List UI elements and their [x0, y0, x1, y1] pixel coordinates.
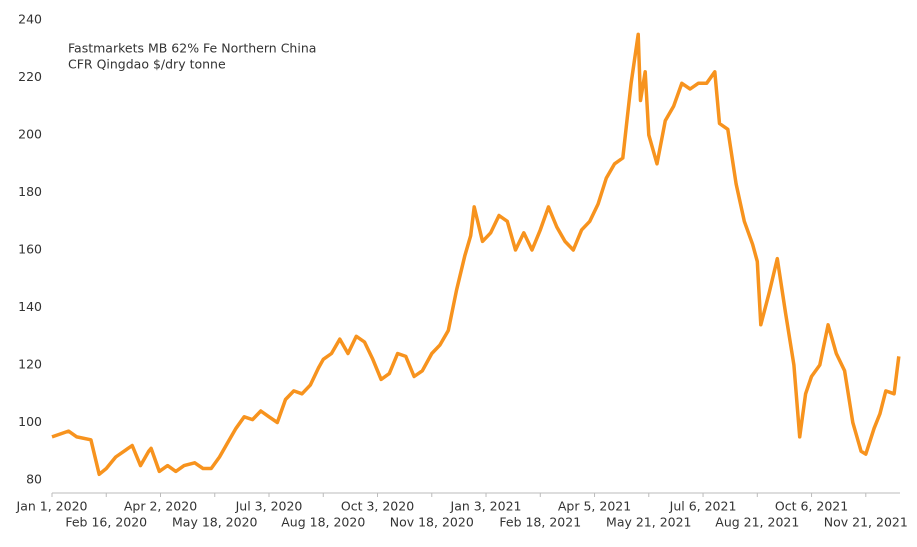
y-tick-label: 200	[18, 127, 42, 142]
x-tick-label: Jan 1, 2020	[16, 499, 88, 514]
x-tick-label: May 18, 2020	[172, 515, 258, 530]
chart-subtitle: CFR Qingdao $/dry tonne	[68, 57, 226, 72]
x-tick-label: Apr 2, 2020	[124, 499, 197, 514]
x-tick-label: May 21, 2021	[606, 515, 691, 530]
x-tick-label: Feb 18, 2021	[499, 515, 581, 530]
x-tick-label: Feb 16, 2020	[65, 515, 147, 530]
y-tick-label: 160	[18, 242, 42, 257]
x-tick-label: Jul 6, 2021	[669, 499, 737, 514]
x-tick-label: Aug 18, 2020	[281, 515, 365, 530]
x-tick-label: Jul 3, 2020	[235, 499, 303, 514]
x-tick-label: Aug 21, 2021	[715, 515, 799, 530]
x-tick-label: Oct 3, 2020	[341, 499, 414, 514]
y-tick-label: 240	[18, 12, 42, 27]
chart-title: Fastmarkets MB 62% Fe Northern China	[68, 41, 316, 56]
x-tick-label: Oct 6, 2021	[775, 499, 848, 514]
x-tick-label: Nov 18, 2020	[390, 515, 474, 530]
x-tick-label: Jan 3, 2021	[450, 499, 522, 514]
y-tick-label: 220	[18, 69, 42, 84]
y-tick-label: 140	[18, 299, 42, 314]
x-tick-label: Nov 21, 2021	[824, 515, 908, 530]
x-tick-label: Apr 5, 2021	[558, 499, 631, 514]
y-tick-label: 180	[18, 184, 42, 199]
y-tick-label: 100	[18, 414, 42, 429]
y-tick-label: 80	[26, 472, 42, 487]
line	[51, 32, 901, 477]
y-tick-label: 120	[18, 357, 42, 372]
